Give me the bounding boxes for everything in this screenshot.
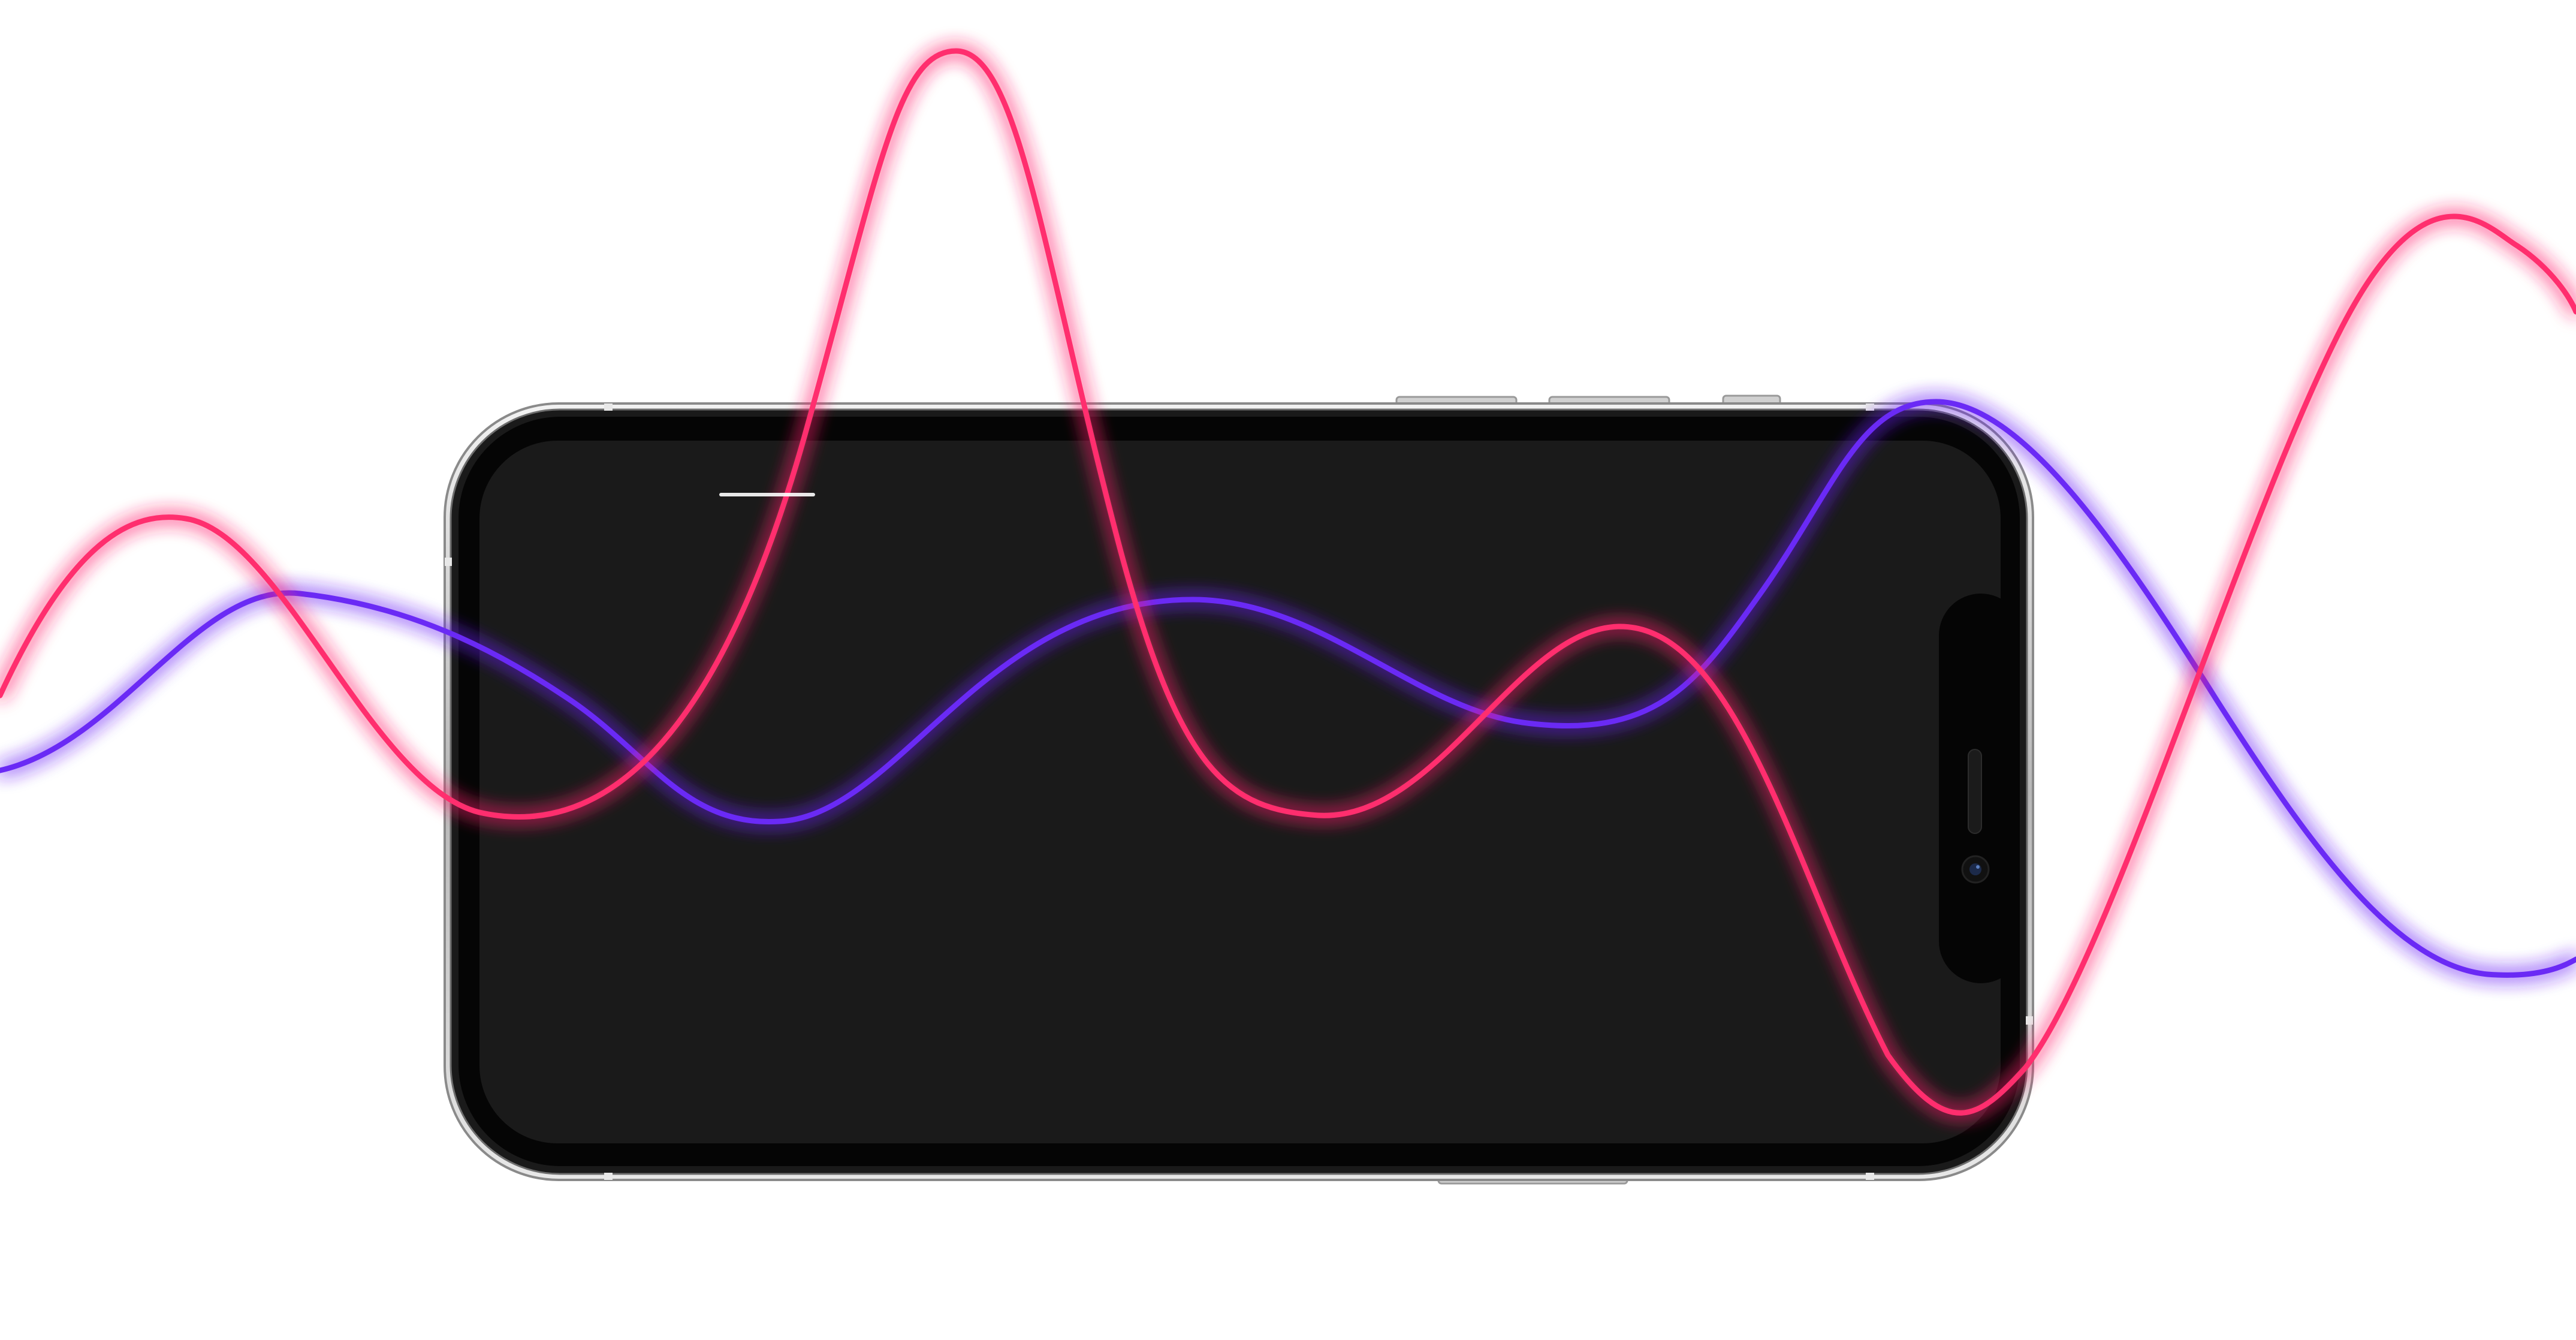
front-camera-icon [1961,855,1990,884]
purple-wave [0,399,2576,978]
waves [0,48,2576,1116]
screen-reflection [719,493,815,496]
speaker-grille-icon [1968,749,1982,834]
pink-wave [0,48,2576,1116]
